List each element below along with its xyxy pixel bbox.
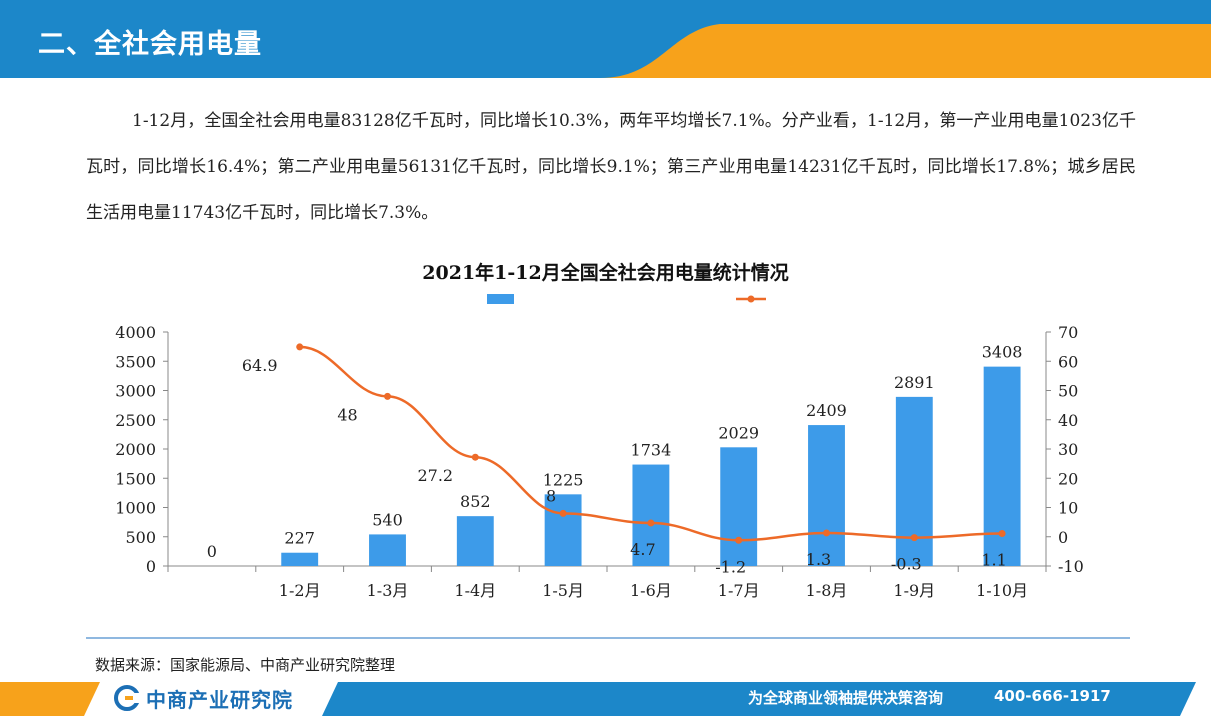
y-left-tick-label: 1500: [115, 469, 156, 488]
bar-data-label: 3408: [982, 343, 1023, 362]
x-tick-label: 1-3月: [367, 581, 409, 600]
bar-data-label: 227: [284, 529, 315, 548]
y-right-tick-label: 70: [1058, 323, 1078, 342]
bar: [544, 494, 582, 566]
y-right-tick-label: -10: [1058, 557, 1084, 576]
bar-data-label: 1734: [631, 441, 672, 460]
x-tick-label: 1-6月: [630, 581, 672, 600]
bar: [369, 534, 406, 566]
y-right-tick-label: 0: [1058, 528, 1068, 547]
line-data-label: 64.9: [242, 356, 278, 375]
y-left-tick-label: 4000: [115, 323, 156, 342]
x-tick-label: 1-2月: [279, 581, 321, 600]
footer-slogan: 为全球商业领袖提供决策咨询: [748, 689, 944, 707]
footer-phone: 400-666-1917: [994, 687, 1111, 705]
bar: [632, 464, 670, 566]
y-left-tick-label: 2000: [115, 440, 156, 459]
growth-line: [299, 345, 1003, 542]
bar: [720, 447, 758, 566]
page-title: 二、全社会用电量: [38, 29, 262, 60]
y-left-tick-label: 1000: [115, 499, 156, 518]
bar-data-label: 1225: [543, 470, 584, 489]
y-right-tick-label: 30: [1058, 440, 1078, 459]
line-point: [471, 453, 479, 461]
bar: [281, 552, 319, 566]
x-tick-label: 1-4月: [454, 581, 496, 600]
bar-data-label: 2029: [718, 423, 759, 442]
y-right-tick-label: 40: [1058, 411, 1078, 430]
y-left-tick-label: 2500: [115, 411, 156, 430]
line-point: [559, 509, 567, 517]
summary-paragraph: 1-12月，全国全社会用电量83128亿千瓦时，同比增长10.3%，两年平均增长…: [86, 111, 1136, 223]
combo-chart: 05001000150020002500300035004000-1001020…: [115, 294, 1084, 600]
line-data-label: 48: [337, 405, 357, 424]
footer-logo: 中商产业研究院: [114, 684, 293, 712]
x-tick-label: 1-10月: [976, 581, 1028, 600]
line-data-label: -0.3: [891, 555, 922, 574]
bar-data-label: 0: [207, 542, 217, 561]
header-bar: 二、全社会用电量: [0, 0, 1211, 78]
line-data-label: 4.7: [630, 540, 655, 559]
x-tick-label: 1-9月: [893, 581, 935, 600]
legend-bar-swatch: [487, 294, 514, 304]
legend-line-marker: [747, 295, 755, 303]
bar: [456, 516, 494, 566]
y-left-tick-label: 0: [146, 557, 156, 576]
bar-data-label: 852: [460, 492, 491, 511]
line-point: [735, 536, 743, 544]
header-orange-swoosh: [600, 24, 1211, 78]
line-data-label: -1.2: [715, 557, 746, 576]
line-data-label: 8: [546, 486, 556, 505]
data-source: 数据来源：国家能源局、中商产业研究院整理: [95, 656, 396, 674]
company-logo-icon: [114, 685, 140, 711]
y-right-tick-label: 20: [1058, 469, 1078, 488]
x-tick-label: 1-7月: [718, 581, 760, 600]
line-point: [384, 392, 391, 400]
bar-data-label: 2891: [894, 373, 935, 392]
line-data-label: 27.2: [417, 466, 453, 485]
y-right-tick-label: 60: [1058, 352, 1078, 371]
line-point: [910, 534, 918, 542]
y-right-tick-label: 10: [1058, 499, 1078, 518]
divider-line: [86, 637, 1130, 639]
line-point: [647, 519, 655, 527]
y-left-tick-label: 3000: [115, 382, 156, 401]
line-point: [296, 343, 304, 351]
bar-data-label: 2409: [806, 401, 847, 420]
line-data-label: 1.1: [981, 551, 1006, 570]
y-left-tick-label: 500: [125, 528, 156, 547]
chart-title: 2021年1-12月全国全社会用电量统计情况: [422, 262, 789, 284]
bar-data-label: 540: [372, 510, 403, 529]
line-point: [998, 530, 1006, 538]
line-point: [823, 529, 830, 537]
y-left-tick-label: 3500: [115, 352, 156, 371]
x-tick-label: 1-8月: [806, 581, 848, 600]
x-tick-label: 1-5月: [542, 581, 584, 600]
footer-logo-text: 中商产业研究院: [146, 687, 293, 712]
line-data-label: 1.3: [806, 550, 831, 569]
bar: [808, 425, 845, 566]
footer-bar: [0, 682, 1196, 716]
y-right-tick-label: 50: [1058, 382, 1078, 401]
